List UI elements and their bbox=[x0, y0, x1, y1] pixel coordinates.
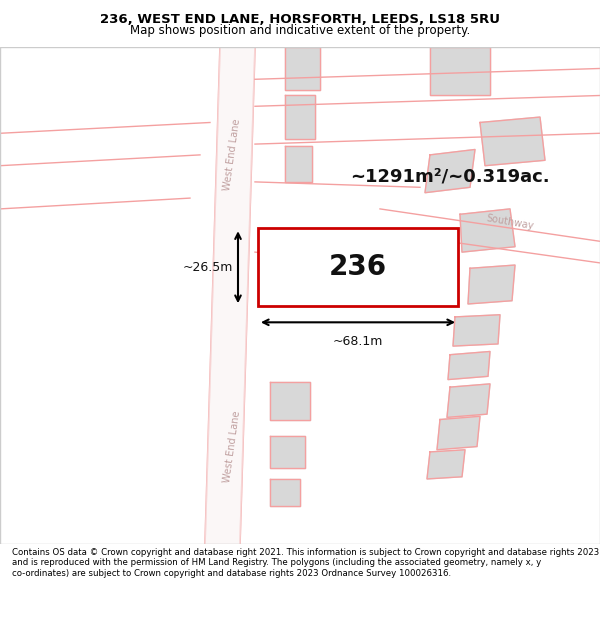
Polygon shape bbox=[430, 47, 490, 96]
Polygon shape bbox=[468, 265, 515, 304]
Bar bbox=[258, 228, 458, 306]
Polygon shape bbox=[270, 479, 300, 506]
Polygon shape bbox=[447, 384, 490, 418]
Polygon shape bbox=[285, 146, 312, 182]
Polygon shape bbox=[425, 149, 475, 192]
Text: 236, WEST END LANE, HORSFORTH, LEEDS, LS18 5RU: 236, WEST END LANE, HORSFORTH, LEEDS, LS… bbox=[100, 13, 500, 26]
Text: ~1291m²/~0.319ac.: ~1291m²/~0.319ac. bbox=[350, 168, 550, 186]
Text: West End Lane: West End Lane bbox=[222, 118, 242, 191]
Text: ~68.1m: ~68.1m bbox=[333, 335, 383, 348]
Polygon shape bbox=[480, 117, 545, 166]
Text: Map shows position and indicative extent of the property.: Map shows position and indicative extent… bbox=[130, 24, 470, 36]
Polygon shape bbox=[448, 351, 490, 379]
Polygon shape bbox=[460, 209, 515, 252]
Text: Contains OS data © Crown copyright and database right 2021. This information is : Contains OS data © Crown copyright and d… bbox=[12, 548, 599, 578]
Text: 236: 236 bbox=[329, 253, 387, 281]
Polygon shape bbox=[285, 96, 315, 139]
Polygon shape bbox=[205, 47, 255, 544]
Polygon shape bbox=[453, 315, 500, 346]
Text: West End Lane: West End Lane bbox=[222, 410, 242, 483]
Polygon shape bbox=[285, 47, 320, 90]
Polygon shape bbox=[300, 252, 380, 274]
Polygon shape bbox=[427, 450, 465, 479]
Polygon shape bbox=[270, 382, 310, 419]
Polygon shape bbox=[270, 436, 305, 468]
Text: Southway: Southway bbox=[485, 213, 535, 231]
Polygon shape bbox=[437, 416, 480, 450]
Text: ~26.5m: ~26.5m bbox=[182, 261, 233, 274]
